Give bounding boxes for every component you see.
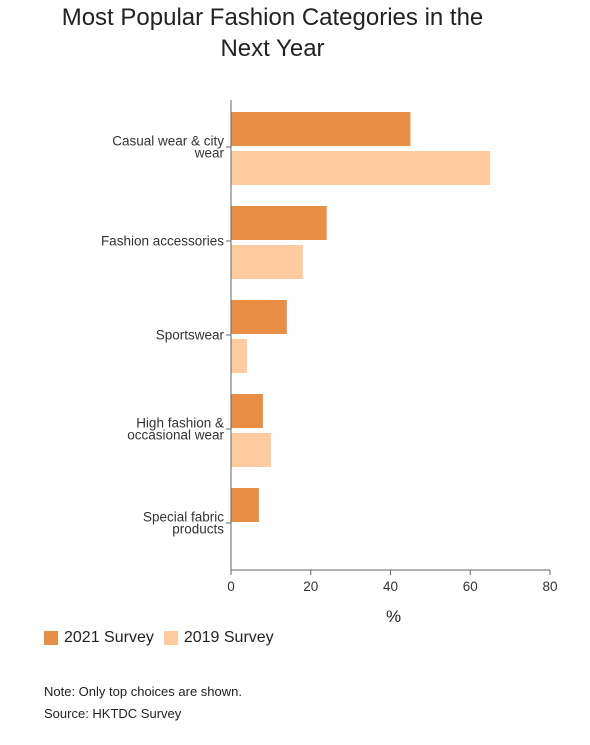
category-label-4-line-1: products bbox=[172, 522, 224, 537]
bar-2019-2 bbox=[231, 339, 247, 373]
legend-label-2021: 2021 Survey bbox=[64, 629, 154, 646]
category-label-3-line-0: High fashion & bbox=[136, 416, 224, 431]
category-label-2: Sportswear bbox=[156, 328, 225, 343]
bar-2019-3 bbox=[231, 433, 271, 467]
legend-swatch-2021 bbox=[44, 631, 58, 645]
bar-2021-4 bbox=[231, 488, 259, 522]
bar-2019-0 bbox=[231, 151, 491, 185]
chart-title: Most Popular Fashion Categories in the N… bbox=[0, 2, 545, 64]
x-tick-label-40: 40 bbox=[383, 579, 398, 594]
x-tick-label-60: 60 bbox=[463, 579, 478, 594]
category-label-1: Fashion accessories bbox=[101, 234, 224, 249]
chart-title-line-2: Next Year bbox=[220, 35, 325, 62]
bar-2021-1 bbox=[231, 206, 327, 240]
chart-title-line-1: Most Popular Fashion Categories in the bbox=[61, 4, 484, 31]
note-text: Note: Only top choices are shown. bbox=[44, 684, 242, 699]
x-tick-label-20: 20 bbox=[303, 579, 318, 594]
legend-label-2019: 2019 Survey bbox=[183, 629, 274, 646]
legend-swatch-2019 bbox=[163, 631, 178, 645]
category-label-0-line-0: Casual wear & city bbox=[112, 134, 224, 149]
x-tick-label-80: 80 bbox=[542, 579, 557, 594]
x-tick-label-0: 0 bbox=[227, 579, 235, 594]
category-label-0-line-1: wear bbox=[194, 146, 225, 161]
source-text: Source: HKTDC Survey bbox=[44, 706, 182, 721]
legend-item-2021: 2021 Survey bbox=[44, 629, 154, 647]
category-label-4-line-0: Special fabric bbox=[143, 510, 224, 525]
bar-2021-2 bbox=[231, 300, 287, 334]
x-axis-label: % bbox=[386, 607, 401, 625]
bar-2021-0 bbox=[231, 112, 411, 146]
bar-2021-3 bbox=[231, 394, 263, 428]
category-label-3-line-1: occasional wear bbox=[127, 428, 224, 443]
legend: 2021 Survey 2019 Survey bbox=[44, 629, 284, 647]
bar-2019-1 bbox=[231, 245, 303, 279]
legend-item-2019: 2019 Survey bbox=[163, 629, 274, 647]
footnotes: Note: Only top choices are shown. Source… bbox=[44, 681, 242, 725]
